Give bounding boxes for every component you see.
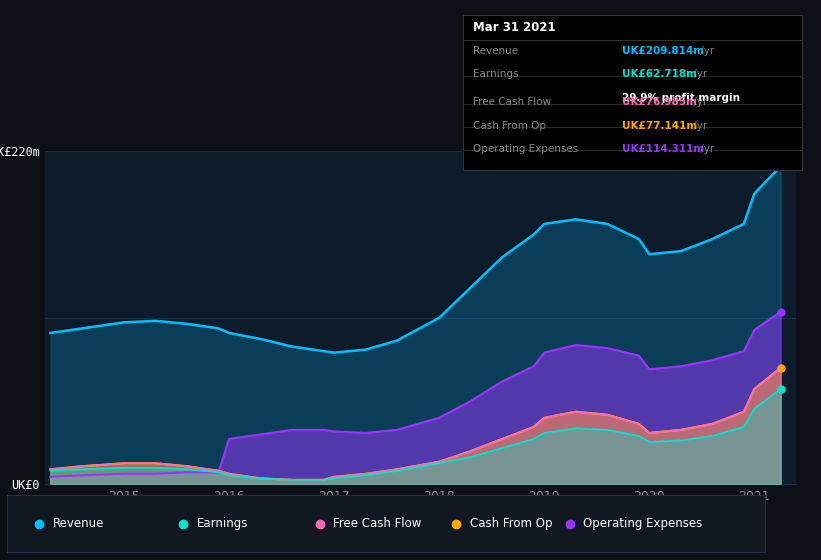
Text: Free Cash Flow: Free Cash Flow — [333, 517, 422, 530]
Text: /yr: /yr — [690, 120, 708, 130]
Text: Earnings: Earnings — [473, 69, 519, 80]
Text: Free Cash Flow: Free Cash Flow — [473, 97, 552, 108]
Text: Operating Expenses: Operating Expenses — [473, 144, 579, 154]
Text: /yr: /yr — [690, 97, 708, 108]
Text: 29.9% profit margin: 29.9% profit margin — [622, 93, 741, 102]
Text: Cash From Op: Cash From Op — [473, 120, 546, 130]
Text: /yr: /yr — [690, 69, 708, 80]
Text: Operating Expenses: Operating Expenses — [583, 517, 703, 530]
Text: Revenue: Revenue — [473, 46, 518, 56]
Text: Revenue: Revenue — [53, 517, 104, 530]
Text: UK£114.311m: UK£114.311m — [622, 144, 704, 154]
Text: /yr: /yr — [697, 46, 714, 56]
Text: UK£209.814m: UK£209.814m — [622, 46, 704, 56]
Text: /yr: /yr — [697, 144, 714, 154]
Text: UK£77.141m: UK£77.141m — [622, 120, 698, 130]
Text: Cash From Op: Cash From Op — [470, 517, 553, 530]
Text: Earnings: Earnings — [197, 517, 248, 530]
Text: Mar 31 2021: Mar 31 2021 — [473, 21, 556, 34]
Text: UK£76.985m: UK£76.985m — [622, 97, 697, 108]
Text: UK£62.718m: UK£62.718m — [622, 69, 697, 80]
